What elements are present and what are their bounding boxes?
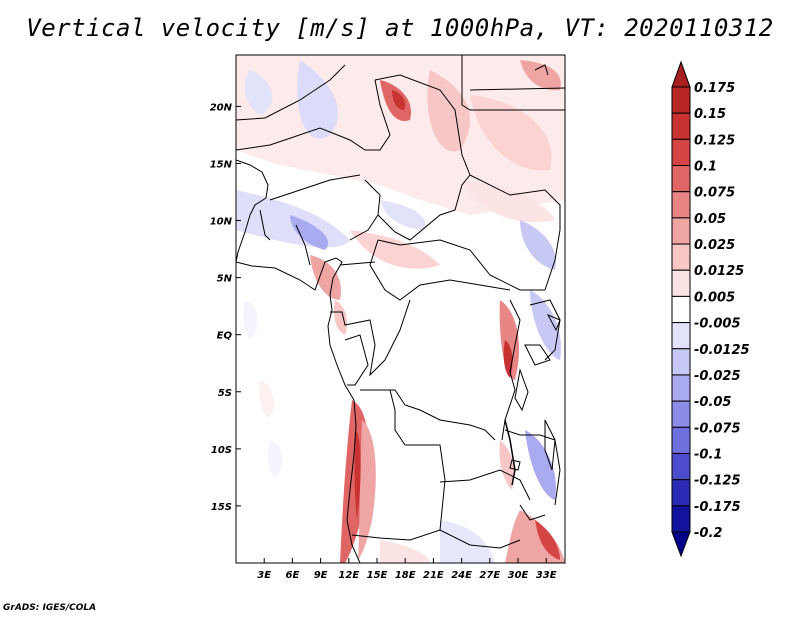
lon-tick-label: 6E xyxy=(286,570,300,581)
colorbar-swatch xyxy=(671,374,691,402)
colorbar-max-arrow xyxy=(671,60,691,88)
map-frame xyxy=(235,54,566,564)
colorbar-min-arrow xyxy=(671,531,691,558)
lon-tick-label: 24E xyxy=(451,570,472,581)
lon-tick-label: 30E xyxy=(508,570,529,581)
colorbar-swatch xyxy=(671,295,691,324)
colorbar-label: -0.005 xyxy=(694,317,741,332)
colorbar-label: 0.175 xyxy=(694,81,735,96)
latitude-axis: 20N 15N 10N 5N EQ 5S 10S 15S xyxy=(210,102,241,513)
lon-tick-label: 33E xyxy=(536,570,557,581)
colorbar-label: 0.005 xyxy=(694,290,735,305)
lon-tick-label: 15E xyxy=(367,570,388,581)
colorbar-label: 0.125 xyxy=(694,133,735,148)
colorbar-swatch xyxy=(671,243,691,271)
colorbar-swatch xyxy=(671,348,691,376)
colorbar-swatch xyxy=(671,112,691,140)
chart-title: Vertical velocity [m/s] at 1000hPa, VT: … xyxy=(26,14,774,42)
colorbar-swatch xyxy=(671,269,691,297)
lon-tick-label: 12E xyxy=(338,570,359,581)
colorbar-label: -0.025 xyxy=(694,369,741,384)
colorbar-label: 0.15 xyxy=(694,107,726,122)
lat-tick-label: 20N xyxy=(210,102,233,113)
colorbar-label: -0.05 xyxy=(694,395,731,410)
colorbar-swatch xyxy=(671,191,691,219)
colorbar-swatch xyxy=(671,165,691,193)
lat-tick-label: 10S xyxy=(211,445,232,456)
lat-tick-label: 10N xyxy=(210,217,233,228)
colorbar-label: -0.0125 xyxy=(694,343,750,358)
longitude-axis: 3E 6E 9E 12E 15E 18E 21E 24E 27E 30E 33E xyxy=(257,558,557,581)
colorbar-swatch xyxy=(671,452,691,481)
colorbar-swatch xyxy=(671,479,691,507)
colorbar-swatch xyxy=(671,138,691,167)
lon-tick-label: 3E xyxy=(257,570,271,581)
colorbar-label: 0.0125 xyxy=(694,264,744,279)
colorbar-swatch xyxy=(671,426,691,454)
lat-tick-label: 15S xyxy=(211,502,232,513)
lat-tick-label: 5S xyxy=(218,388,232,399)
colorbar-label: -0.075 xyxy=(694,421,741,436)
colorbar-label: -0.175 xyxy=(694,500,741,515)
lon-tick-label: 9E xyxy=(314,570,328,581)
colorbar-label: 0.05 xyxy=(694,212,726,227)
lon-tick-label: 18E xyxy=(395,570,416,581)
colorbar-label: -0.1 xyxy=(694,447,722,462)
colorbar-swatch xyxy=(671,505,691,533)
grads-credit: GrADS: IGES/COLA xyxy=(3,603,97,613)
colorbar-swatch xyxy=(671,86,691,114)
lat-tick-label: 5N xyxy=(217,274,233,285)
colorbar: 0.175 0.15 0.125 0.1 0.075 0.05 0.025 0.0125 0.0… xyxy=(671,60,750,558)
colorbar-swatch xyxy=(671,400,691,428)
country-borders xyxy=(236,55,565,563)
lon-tick-label: 27E xyxy=(479,570,500,581)
colorbar-label: -0.125 xyxy=(694,474,741,489)
lon-tick-label: 21E xyxy=(423,570,444,581)
colorbar-label: 0.075 xyxy=(694,186,735,201)
colorbar-label: 0.1 xyxy=(694,160,717,175)
lat-tick-label: 15N xyxy=(210,159,233,170)
colorbar-label: 0.025 xyxy=(694,238,735,253)
colorbar-label: -0.2 xyxy=(694,526,722,541)
colorbar-swatch xyxy=(671,322,691,350)
colorbar-swatch xyxy=(671,217,691,245)
lat-tick-label: EQ xyxy=(217,331,233,342)
